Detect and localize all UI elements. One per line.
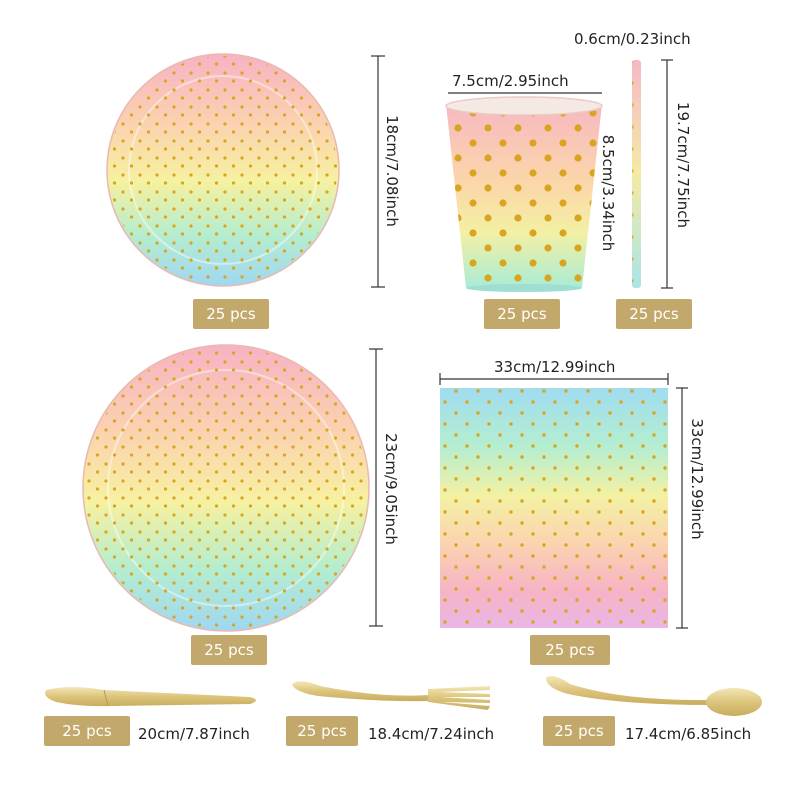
spoon [546,676,762,716]
cup-height-label: 8.5cm/3.34inch [599,134,617,252]
cup-width-label: 7.5cm/2.95inch [452,72,569,90]
large-plate-dimension-line [369,348,383,627]
knife [45,687,256,707]
straw [632,60,641,288]
large-plate-diameter-label: 23cm/9.05inch [382,433,400,545]
small-plate-quantity-badge: 25 pcs [193,299,269,329]
napkin-width-label: 33cm/12.99inch [494,358,616,376]
napkin-height-label: 33cm/12.99inch [688,418,706,540]
napkin [440,388,668,628]
napkin-dimension-lines [439,373,688,629]
knife-length-label: 20cm/7.87inch [138,725,250,743]
napkin-quantity-badge: 25 pcs [530,635,610,665]
straw-length-label: 19.7cm/7.75inch [674,101,692,229]
large-plate [82,344,370,632]
small-plate-diameter-label: 18cm/7.08inch [383,115,401,227]
large-plate-quantity-badge: 25 pcs [191,635,267,665]
small-plate-dimension-line [371,55,385,288]
fork [292,681,490,710]
spoon-length-label: 17.4cm/6.85inch [625,725,752,743]
straw-quantity-badge: 25 pcs [616,299,692,329]
small-plate [106,53,340,287]
fork-length-label: 18.4cm/7.24inch [368,725,495,743]
cup [445,96,603,292]
straw-width-label: 0.6cm/0.23inch [574,30,691,48]
cup-quantity-badge: 25 pcs [484,299,560,329]
spoon-quantity-badge: 25 pcs [543,716,615,746]
knife-quantity-badge: 25 pcs [44,716,130,746]
fork-quantity-badge: 25 pcs [286,716,358,746]
straw-dimension-line [661,59,673,289]
